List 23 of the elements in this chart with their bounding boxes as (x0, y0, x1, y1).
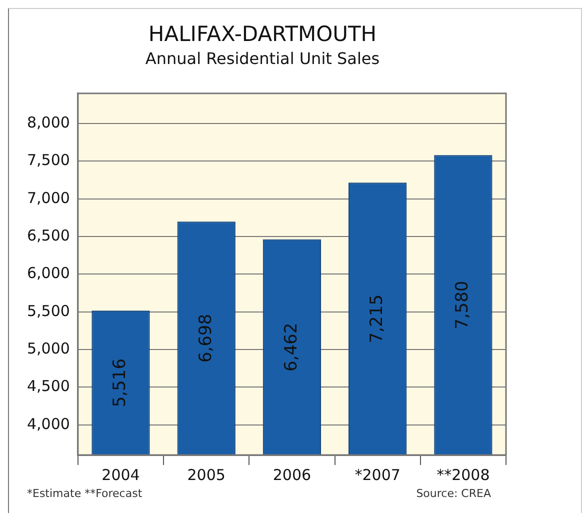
y-tick-label: 6,000 (26, 264, 70, 282)
y-tick-label: 5,500 (26, 302, 70, 320)
y-tick-label: 4,000 (26, 414, 70, 433)
y-tick-label: 5,000 (26, 339, 70, 358)
y-tick-label: 4,500 (26, 377, 70, 396)
chart-title: HALIFAX-DARTMOUTH (148, 22, 377, 46)
data-label: 6,698 (196, 314, 216, 363)
x-tick-label: *2007 (354, 466, 400, 484)
data-label: 5,516 (110, 358, 130, 408)
text: *Estimate **Forecast (27, 487, 142, 500)
data-label: 7,580 (452, 280, 473, 330)
data-label: 6,462 (281, 322, 302, 372)
y-tick-label: 8,000 (26, 113, 70, 132)
source-note: Source: CREA (416, 487, 491, 500)
x-tick-label: **2008 (436, 466, 490, 484)
x-tick-label: 2005 (187, 466, 226, 484)
x-tick-label: 2004 (102, 466, 140, 484)
chart-subtitle: Annual Residential Unit Sales (145, 48, 380, 68)
y-tick-label: 7,500 (26, 151, 70, 170)
x-tick-label: 2006 (272, 466, 312, 484)
y-tick-label: 7,000 (26, 188, 70, 207)
data-label: 7,215 (367, 294, 388, 344)
y-tick-label: 6,500 (26, 226, 70, 244)
